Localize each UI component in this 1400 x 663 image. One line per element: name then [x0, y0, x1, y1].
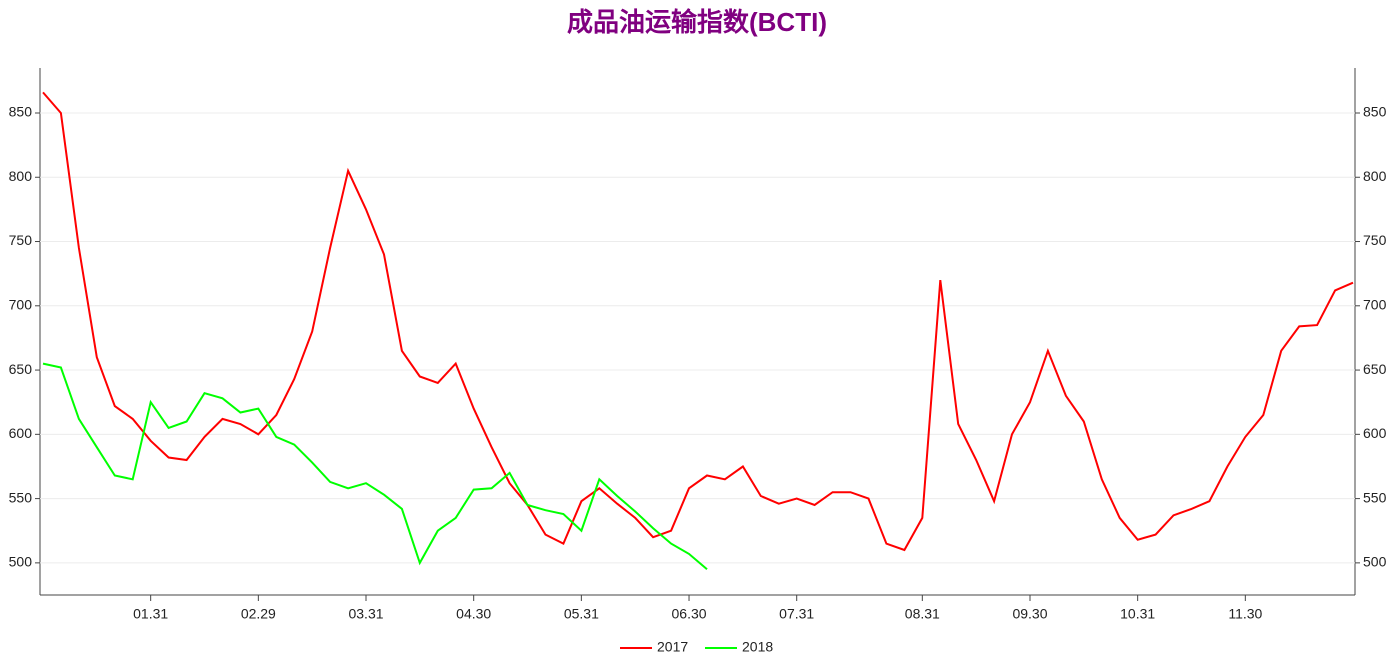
- x-tick-label: 03.31: [348, 606, 383, 622]
- legend-label: 2018: [742, 639, 773, 655]
- x-tick-label: 10.31: [1120, 606, 1155, 622]
- line-series: [42, 362, 708, 571]
- y-tick-label: 550: [9, 489, 33, 505]
- y2-tick-label: 650: [1363, 361, 1387, 377]
- x-tick-label: 02.29: [241, 606, 276, 622]
- x-tick-label: 04.30: [456, 606, 491, 622]
- y2-tick-label: 700: [1363, 296, 1387, 312]
- x-tick-label: 09.30: [1012, 606, 1047, 622]
- y2-tick-label: 600: [1363, 425, 1387, 441]
- x-tick-label: 05.31: [564, 606, 599, 622]
- line-series: [42, 91, 1354, 552]
- y2-tick-label: 800: [1363, 168, 1387, 184]
- y-tick-label: 750: [9, 232, 33, 248]
- y-tick-label: 650: [9, 361, 33, 377]
- y-tick-label: 500: [9, 554, 33, 570]
- x-tick-label: 08.31: [905, 606, 940, 622]
- x-tick-label: 06.30: [672, 606, 707, 622]
- y2-tick-label: 550: [1363, 489, 1387, 505]
- y2-tick-label: 500: [1363, 554, 1387, 570]
- y2-tick-label: 850: [1363, 104, 1387, 120]
- y-tick-label: 850: [9, 104, 33, 120]
- y-tick-label: 800: [9, 168, 33, 184]
- y-tick-label: 700: [9, 296, 33, 312]
- legend-label: 2017: [657, 639, 688, 655]
- chart-title: 成品油运输指数(BCTI): [567, 7, 827, 37]
- y2-tick-label: 750: [1363, 232, 1387, 248]
- y-tick-label: 600: [9, 425, 33, 441]
- x-tick-label: 07.31: [779, 606, 814, 622]
- x-tick-label: 11.30: [1228, 606, 1262, 622]
- x-tick-label: 01.31: [133, 606, 168, 622]
